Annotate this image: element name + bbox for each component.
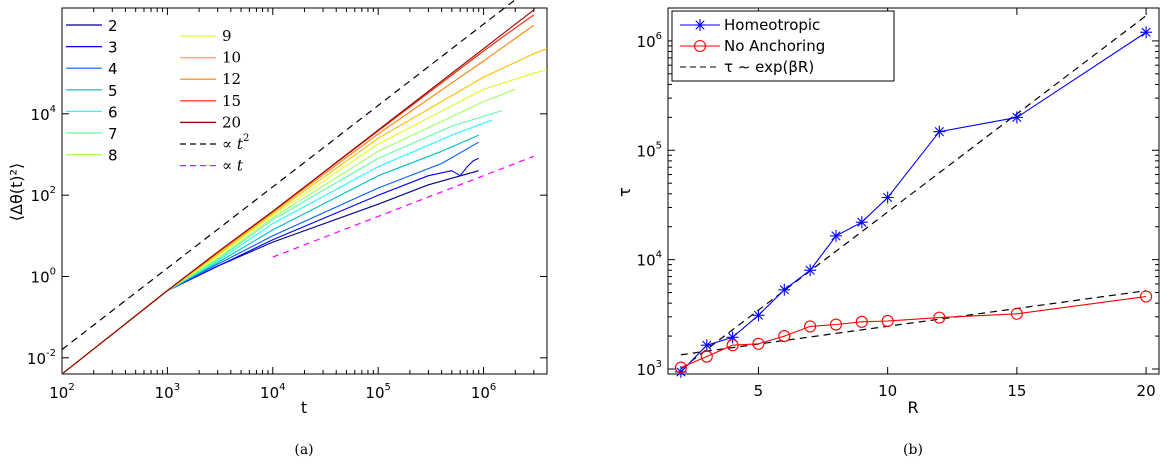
panel-b-plot-area: [674, 15, 1153, 378]
panel-b-homeotropic-point: [804, 264, 817, 277]
panel-a-series-line: [61, 170, 479, 375]
panel-a-caption: (a): [294, 442, 313, 458]
panel-b-y-tick-label: 105: [637, 140, 662, 160]
panel-a-legend-label: 15: [222, 92, 241, 110]
panel-b-legend-marker: [693, 39, 707, 53]
panel-a-series-line: [61, 119, 493, 375]
panel-a-legend-label: 6: [108, 103, 118, 121]
panel-b-axes-frame: [667, 7, 1160, 375]
panel-a-series-line: [61, 110, 503, 375]
panel-a-legend: 2 3 4 5 6 7 8 9 10 12 15 20 ∝ t2 ∝ t: [66, 17, 249, 175]
panel-b-homeotropic-point: [752, 309, 765, 322]
panel-b-ticks: 5 10 15 20 103 104 105 106: [637, 7, 1159, 400]
panel-b-fit-line: [680, 290, 1147, 356]
panel-a-legend-label: 4: [108, 60, 118, 78]
panel-b-homeotropic-point: [829, 229, 842, 242]
panel-a-legend-label: ∝ t: [222, 157, 244, 175]
panel-a-legend-label: 2: [108, 17, 118, 35]
panel-a-series-line: [61, 88, 516, 375]
panel-a-legend-label: 20: [222, 113, 241, 131]
panel-a-legend-label: 3: [108, 39, 118, 57]
panel-b-no-anchoring-line: [680, 295, 1147, 369]
panel-a-y-tick-label: 100: [31, 266, 56, 286]
panel-b-no-anchoring-point: [752, 337, 765, 350]
panel-a-y-tick-label: 104: [31, 104, 56, 124]
panel-b-x-tick-label: 20: [1137, 382, 1156, 400]
panel-b-y-tick-label: 103: [637, 359, 662, 379]
panel-a-x-tick-label: 106: [471, 382, 496, 402]
panel-b-caption: (b): [903, 442, 923, 458]
panel-b: 5 10 15 20 103 104 105 106 Homeotropic No Anchor…: [615, 7, 1160, 458]
panel-a-reference-line: [272, 155, 535, 258]
panel-b-legend-marker: [694, 19, 706, 31]
panel-a-series-line: [61, 141, 479, 375]
panel-b-no-anchoring-point: [855, 315, 868, 328]
panel-a-y-tick-label: 102: [31, 185, 56, 205]
panel-a-y-tick-label: 10-2: [27, 348, 56, 368]
panel-b-homeotropic-point: [881, 191, 894, 204]
panel-a-legend-label: 5: [108, 82, 118, 100]
panel-b-homeotropic-point: [1010, 111, 1023, 124]
panel-b-homeotropic-line: [680, 31, 1147, 373]
panel-b-x-tick-label: 15: [1007, 382, 1026, 400]
panel-b-legend-label: Homeotropic: [724, 16, 820, 34]
panel-b-no-anchoring-point: [726, 339, 739, 352]
panel-b-legend: Homeotropic No Anchoring τ ∼ exp(βR): [671, 10, 895, 82]
panel-b-no-anchoring-point: [700, 350, 713, 363]
panel-b-y-label: τ: [615, 187, 634, 197]
panel-b-legend-label: No Anchoring: [724, 37, 825, 55]
panel-a-x-label: t: [301, 398, 307, 417]
panel-a-legend-label: 8: [108, 147, 118, 165]
panel-b-x-tick-label: 10: [878, 382, 897, 400]
panel-a-x-tick-label: 104: [260, 382, 285, 402]
panel-b-no-anchoring-point: [1140, 290, 1153, 303]
panel-b-y-tick-label: 106: [637, 31, 662, 51]
panel-a-plot-area: [61, 0, 548, 375]
panel-b-no-anchoring-point: [881, 314, 894, 328]
panel-b-homeotropic-point: [778, 283, 791, 296]
panel-b-no-anchoring-point: [829, 318, 843, 331]
panel-b-homeotropic-point: [700, 339, 713, 352]
panel-a-series-line: [61, 48, 548, 375]
panel-a-series-line: [61, 24, 535, 375]
panel-a-series-line: [61, 9, 535, 375]
panel-b-no-anchoring-point: [778, 330, 791, 343]
panel-a-legend-label: ∝ t2: [222, 133, 249, 153]
panel-a-y-label: ⟨Δθ(t)²⟩: [7, 163, 26, 221]
panel-a-series-line: [61, 14, 535, 375]
panel-b-no-anchoring-point: [1010, 307, 1023, 320]
panel-b-homeotropic-point: [1140, 26, 1153, 39]
panel-a-legend-label: 12: [222, 70, 241, 88]
panel-a: 102 103 104 105 106 10-2 100 102 104 2 3 4 5 6 7 8 9 10 1…: [7, 0, 548, 458]
panel-b-no-anchoring-point: [674, 361, 687, 374]
panel-a-x-tick-label: 103: [155, 382, 180, 402]
panel-a-reference-line: [61, 0, 516, 350]
panel-a-series-line: [61, 134, 479, 375]
panel-a-x-tick-label: 105: [365, 382, 390, 402]
panel-a-legend-label: 10: [222, 49, 241, 67]
panel-a-legend-label: 7: [108, 125, 118, 143]
panel-b-x-tick-label: 5: [754, 382, 764, 400]
panel-b-no-anchoring-point: [933, 311, 946, 324]
panel-a-x-tick-label: 102: [49, 382, 74, 402]
panel-b-homeotropic-point: [933, 125, 946, 138]
panel-b-legend-label: τ ∼ exp(βR): [724, 58, 814, 76]
panel-b-y-tick-label: 104: [637, 250, 662, 270]
panel-b-homeotropic-point: [855, 216, 868, 229]
panel-a-legend-label: 9: [222, 27, 232, 45]
panel-a-series-line: [61, 157, 479, 375]
panel-b-x-label: R: [907, 398, 918, 417]
panel-b-no-anchoring-point: [804, 320, 817, 333]
